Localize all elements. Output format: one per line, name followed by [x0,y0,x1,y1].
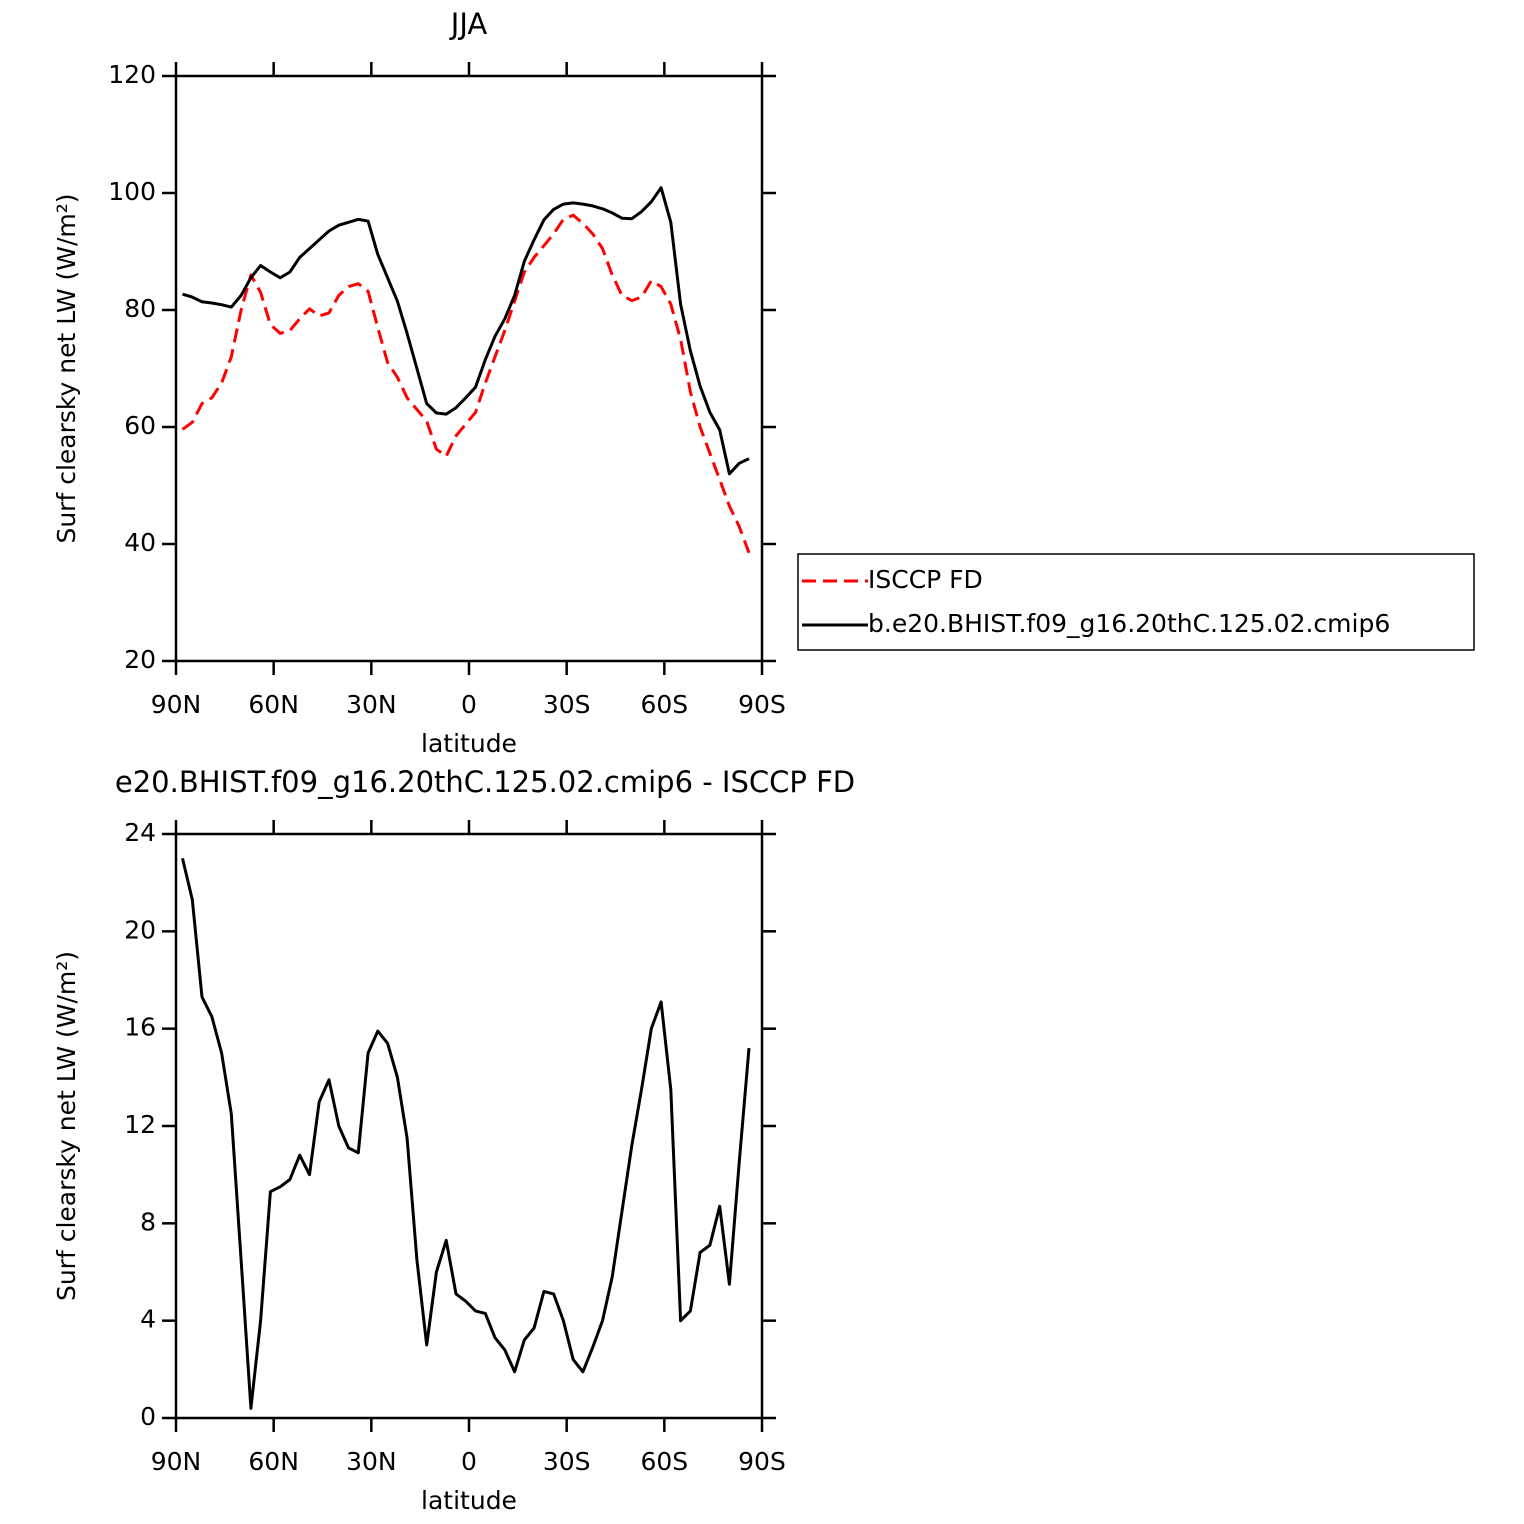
legend: ISCCP FD b.e20.BHIST.f09_g16.20thC.125.02… [797,553,1475,651]
legend-label: b.e20.BHIST.f09_g16.20thC.125.02.cmip6 [868,609,1390,638]
y-tick-label: 120 [108,60,156,89]
x-tick-label: 60N [248,690,299,719]
x-tick-label: 90S [738,1447,786,1476]
plot-frame [174,74,764,663]
y-tick-label: 24 [124,818,156,847]
y-tick-label: 20 [124,915,156,944]
y-tick-label: 60 [124,411,156,440]
y-axis-label: Surf clearsky net LW (W/m²) [52,193,81,543]
y-tick-label: 4 [140,1305,156,1334]
x-axis-label: latitude [421,1486,517,1515]
x-tick-label: 0 [461,1447,477,1476]
y-tick-label: 0 [140,1402,156,1431]
legend-box [797,553,1475,651]
x-tick-label: 90N [151,1447,202,1476]
y-tick-label: 100 [108,177,156,206]
chart-title: e20.BHIST.f09_g16.20thC.125.02.cmip6 - I… [115,765,855,799]
panel: e20.BHIST.f09_g16.20thC.125.02.cmip6 - I… [52,765,855,1515]
legend-label: ISCCP FD [868,565,983,594]
chart-title: JJA [449,7,488,41]
y-axis-label: Surf clearsky net LW (W/m²) [52,951,81,1301]
data-line [181,213,751,554]
x-tick-label: 60S [640,690,688,719]
x-tick-label: 30S [543,690,591,719]
y-tick-label: 12 [124,1110,156,1139]
y-tick-label: 20 [124,645,156,674]
data-line [182,186,750,476]
y-tick-label: 40 [124,528,156,557]
data-line [181,857,751,1410]
x-tick-label: 30N [346,690,397,719]
x-tick-label: 90N [151,690,202,719]
x-axis-label: latitude [421,729,517,758]
x-tick-label: 30S [543,1447,591,1476]
x-tick-label: 90S [738,690,786,719]
y-tick-label: 80 [124,294,156,323]
x-tick-label: 60S [640,1447,688,1476]
panel: JJA latitude Surf clearsky net LW (W/m²) 20… [52,7,1475,758]
plot-frame [174,832,764,1420]
x-tick-label: 0 [461,690,477,719]
y-tick-label: 8 [140,1207,156,1236]
y-tick-label: 16 [124,1013,156,1042]
x-tick-label: 30N [346,1447,397,1476]
x-tick-label: 60N [248,1447,299,1476]
